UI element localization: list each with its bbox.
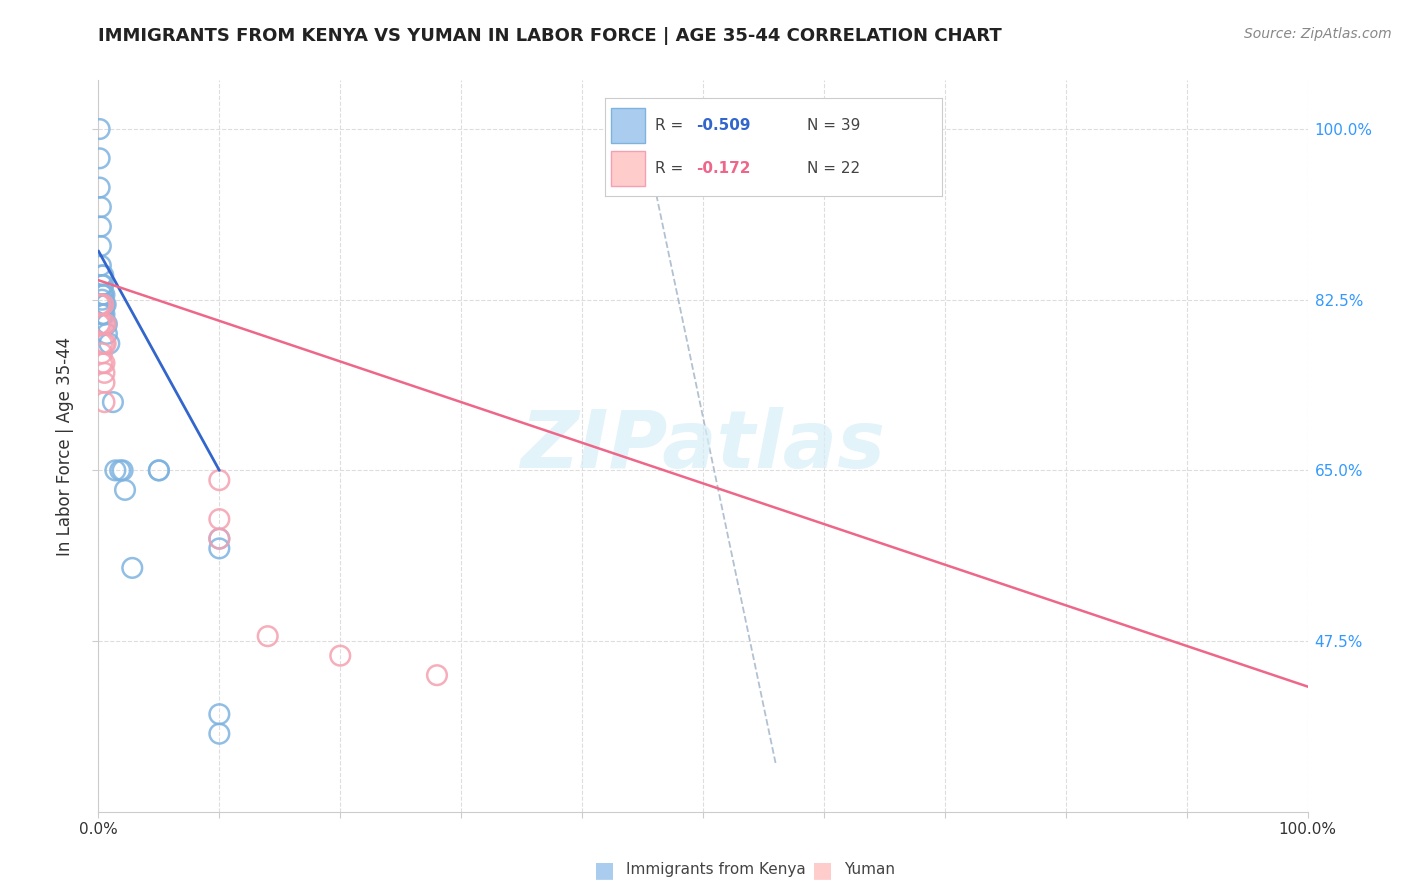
Point: [93, 366, 115, 380]
Point: [208, 541, 231, 556]
Point: [91, 356, 114, 370]
Point: [208, 473, 231, 487]
Point: [93, 356, 115, 370]
Bar: [612, 108, 645, 144]
Point: [90, 317, 112, 331]
Point: [91, 278, 114, 293]
Point: [91, 288, 114, 302]
Point: [104, 463, 127, 477]
Point: [108, 463, 131, 477]
Point: [91, 317, 114, 331]
Point: [91, 297, 114, 311]
Point: [148, 463, 170, 477]
Point: [89, 151, 111, 165]
Point: [98, 336, 121, 351]
Point: [90, 259, 112, 273]
Text: R =: R =: [655, 118, 689, 133]
Point: [89, 317, 111, 331]
Point: [91, 268, 114, 283]
Point: [91, 268, 114, 283]
Point: [208, 532, 231, 546]
Point: [89, 297, 111, 311]
Bar: [612, 151, 645, 186]
Text: R =: R =: [655, 161, 689, 177]
Point: [208, 707, 231, 722]
Y-axis label: In Labor Force | Age 35-44: In Labor Force | Age 35-44: [56, 336, 75, 556]
Point: [256, 629, 278, 643]
Point: [101, 395, 124, 409]
Point: [208, 512, 231, 526]
Point: [111, 463, 134, 477]
Point: [91, 278, 114, 293]
Point: [208, 727, 231, 741]
Point: [91, 307, 114, 321]
Point: [91, 297, 114, 311]
Text: -0.172: -0.172: [696, 161, 751, 177]
Point: [93, 395, 115, 409]
Point: [91, 346, 114, 360]
Point: [94, 317, 117, 331]
Point: [96, 326, 118, 341]
Point: [93, 297, 115, 311]
Point: [90, 200, 112, 214]
Point: [90, 219, 112, 234]
Point: [208, 532, 231, 546]
Point: [94, 297, 117, 311]
Point: [91, 293, 114, 307]
Point: [329, 648, 352, 663]
Point: [93, 288, 115, 302]
Point: [93, 336, 115, 351]
Text: ■: ■: [813, 860, 832, 880]
Text: ZIPatlas: ZIPatlas: [520, 407, 886, 485]
Point: [91, 288, 114, 302]
Point: [96, 317, 118, 331]
Point: [90, 239, 112, 253]
Point: [94, 336, 117, 351]
Point: [91, 297, 114, 311]
Point: [90, 297, 112, 311]
Point: [93, 376, 115, 390]
Text: Source: ZipAtlas.com: Source: ZipAtlas.com: [1244, 27, 1392, 41]
Text: -0.509: -0.509: [696, 118, 751, 133]
Text: IMMIGRANTS FROM KENYA VS YUMAN IN LABOR FORCE | AGE 35-44 CORRELATION CHART: IMMIGRANTS FROM KENYA VS YUMAN IN LABOR …: [98, 27, 1002, 45]
Point: [93, 307, 115, 321]
Text: Yuman: Yuman: [844, 863, 894, 877]
Point: [148, 463, 170, 477]
Text: Immigrants from Kenya: Immigrants from Kenya: [626, 863, 806, 877]
Point: [114, 483, 136, 497]
Point: [91, 307, 114, 321]
Text: N = 39: N = 39: [807, 118, 860, 133]
Point: [91, 336, 114, 351]
Point: [91, 297, 114, 311]
Text: N = 22: N = 22: [807, 161, 860, 177]
Point: [89, 180, 111, 194]
Point: [89, 122, 111, 136]
Point: [426, 668, 449, 682]
Text: ■: ■: [595, 860, 614, 880]
Point: [94, 317, 117, 331]
Point: [121, 561, 143, 575]
